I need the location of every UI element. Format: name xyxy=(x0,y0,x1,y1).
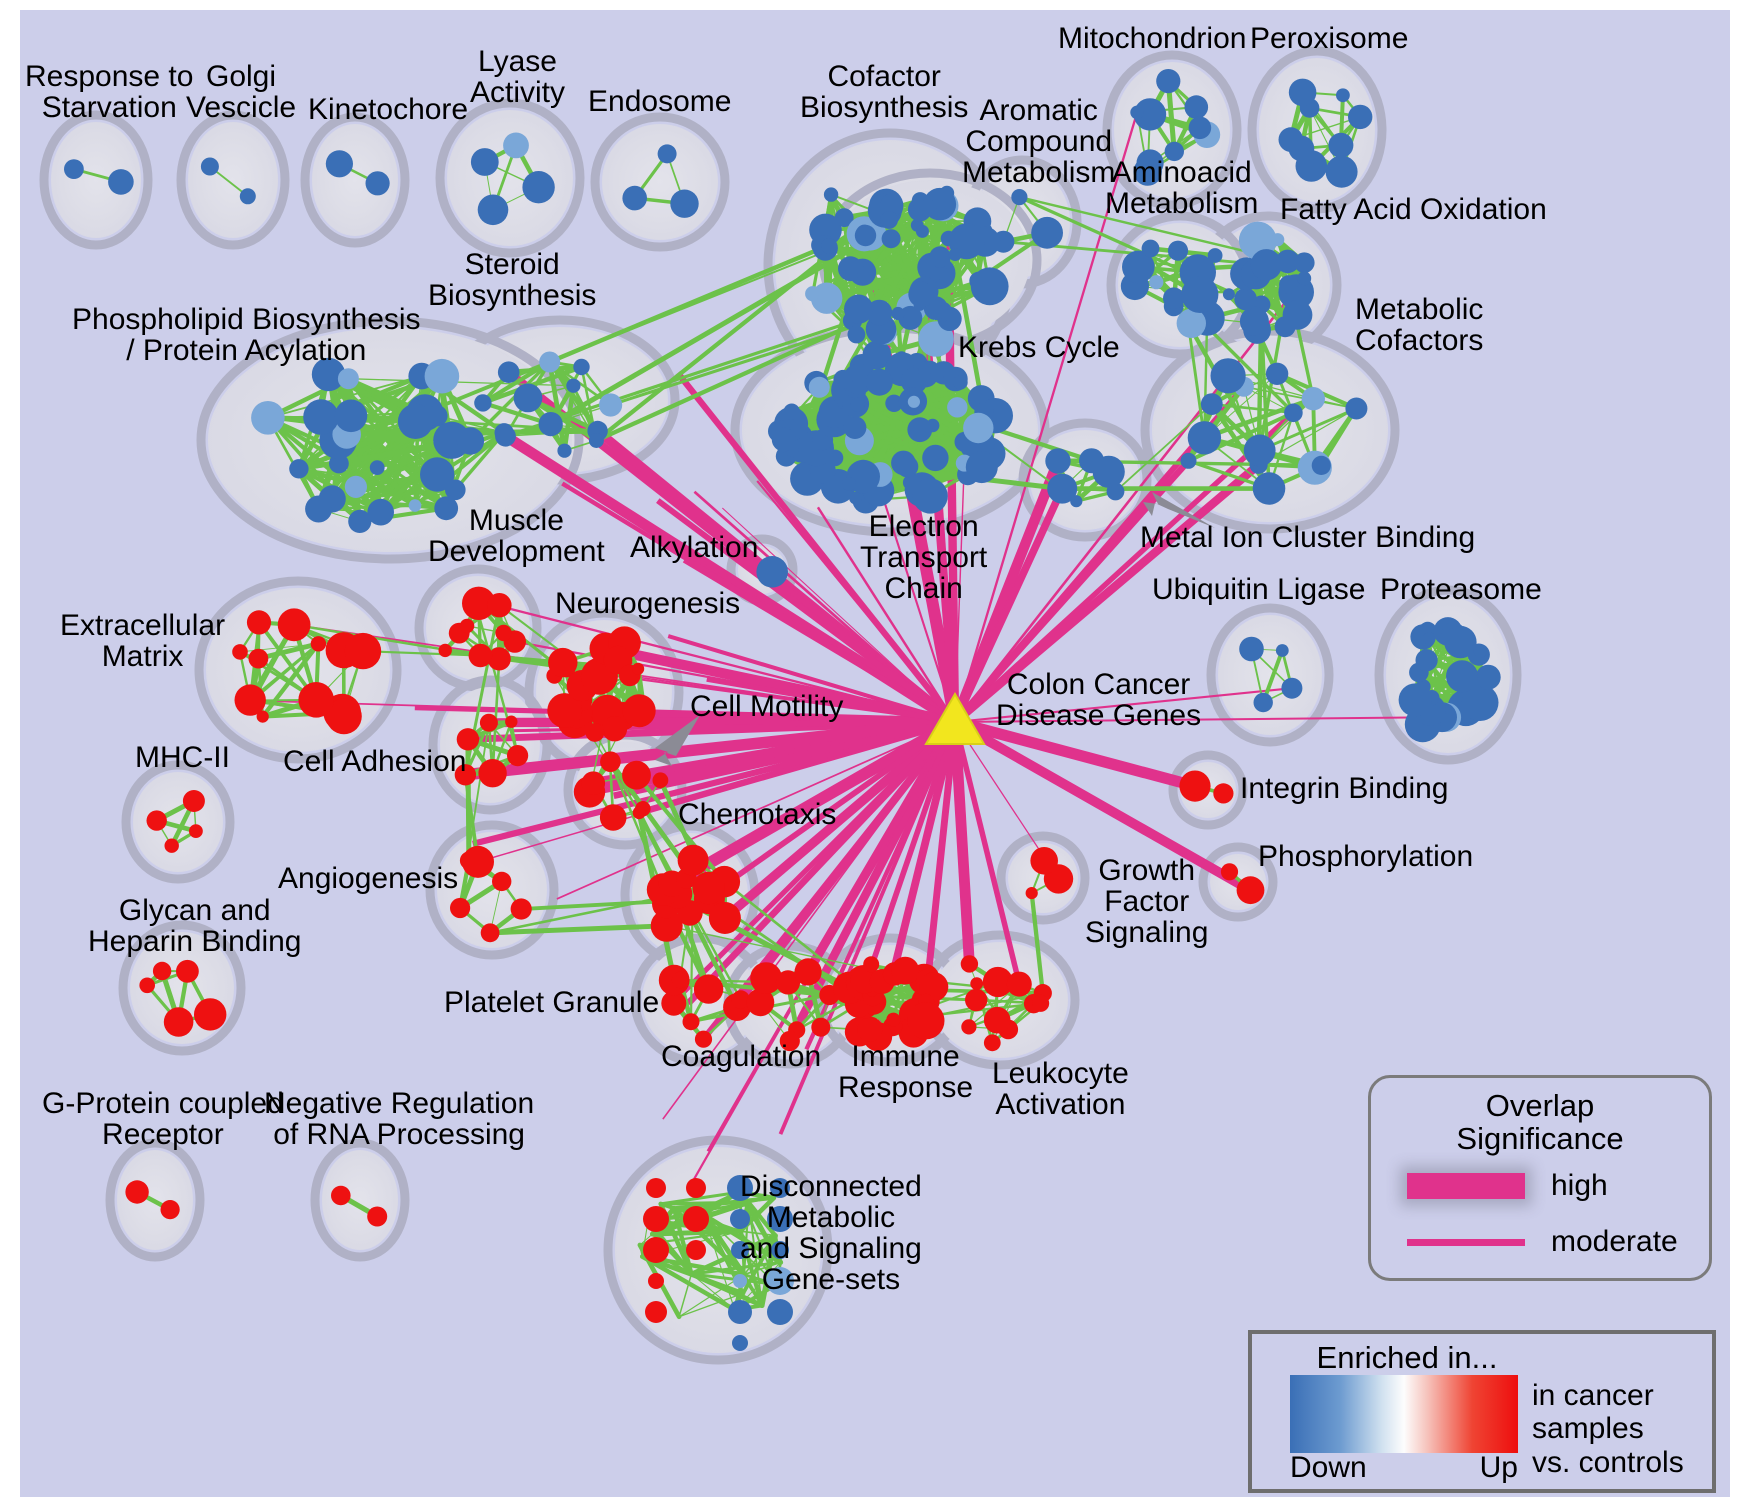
cluster-label-peroxisome: Peroxisome xyxy=(1250,22,1409,55)
cluster-label-kinetochore: Kinetochore xyxy=(308,93,469,126)
cluster-label-platelet-granule: Platelet Granule xyxy=(444,986,660,1019)
cluster-label-response-to-starvation: Response to Starvation xyxy=(25,60,194,124)
cluster-label-chemotaxis: Chemotaxis xyxy=(678,798,837,831)
hub-edges xyxy=(252,112,1443,1181)
cluster-label-neurogenesis: Neurogenesis xyxy=(555,587,741,620)
cluster-label-angiogenesis: Angiogenesis xyxy=(278,862,459,895)
cluster-label-cofactor-biosynthesis: Cofactor Biosynthesis xyxy=(800,60,969,124)
cluster-label-disconnected-genesets: Disconnected Metabolic and Signaling Gen… xyxy=(740,1170,922,1296)
disease-gene-hub xyxy=(924,692,986,745)
cluster-label-metabolic-cofactors: Metabolic Cofactors xyxy=(1355,293,1484,357)
cluster-label-fatty-acid-oxidation: Fatty Acid Oxidation xyxy=(1280,193,1547,226)
cluster-label-endosome: Endosome xyxy=(588,85,732,118)
cluster-label-aminoacid-metabolism: Aminoacid Metabolism xyxy=(1105,156,1259,220)
cluster-label-coagulation: Coagulation xyxy=(661,1040,822,1073)
legend-enrichment: Enriched in... Down Up in cancer samples… xyxy=(1248,1330,1716,1493)
cluster-label-cell-adhesion: Cell Adhesion xyxy=(283,745,467,778)
cluster-label-ubiquitin-ligase: Ubiquitin Ligase xyxy=(1152,573,1366,606)
cluster-label-muscle-development: Muscle Development xyxy=(428,504,605,568)
cluster-label-mitochondrion: Mitochondrion xyxy=(1058,22,1247,55)
cluster-label-immune-response: Immune Response xyxy=(838,1040,974,1104)
scale-low-label: Down xyxy=(1290,1450,1367,1484)
legend-row-high: high xyxy=(1407,1169,1709,1203)
legend-side-text: in cancer samples vs. controls xyxy=(1532,1378,1684,1479)
legend-label-moderate: moderate xyxy=(1551,1225,1678,1259)
cluster-label-lyase-activity: Lyase Activity xyxy=(470,45,566,109)
cluster-label-electron-transport-chain: Electron Transport Chain xyxy=(860,510,988,605)
cluster-label-proteasome: Proteasome xyxy=(1380,573,1542,606)
cluster-label-metal-ion-cluster-binding: Metal Ion Cluster Binding xyxy=(1140,521,1476,554)
cluster-label-aromatic-compound-metabolism: Aromatic Compound Metabolism xyxy=(962,94,1116,189)
cluster-label-krebs-cycle: Krebs Cycle xyxy=(958,331,1120,364)
cluster-label-growth-factor-signaling: Growth Factor Signaling xyxy=(1085,854,1209,949)
cluster-label-steroid-biosynthesis: Steroid Biosynthesis xyxy=(428,248,597,312)
legend-swatch-high xyxy=(1407,1173,1525,1200)
legend-enrichment-title: Enriched in... xyxy=(1316,1340,1498,1375)
cluster-label-leukocyte-activation: Leukocyte Activation xyxy=(992,1057,1129,1121)
annotation-arrows xyxy=(655,492,1215,766)
legend-swatch-moderate xyxy=(1407,1238,1525,1246)
cluster-label-negative-regulation-rna: Negative Regulation of RNA Processing xyxy=(264,1087,535,1151)
cluster-label-colon-cancer-disease-genes: Colon Cancer Disease Genes xyxy=(996,668,1202,732)
cluster-label-extracellular-matrix: Extracellular Matrix xyxy=(60,609,226,673)
cluster-label-integrin-binding: Integrin Binding xyxy=(1240,772,1449,805)
cluster-label-phosphorylation: Phosphorylation xyxy=(1258,840,1474,873)
cluster-label-phospholipid-biosynthesis: Phospholipid Biosynthesis / Protein Acyl… xyxy=(72,303,421,367)
cluster-label-alkylation: Alkylation xyxy=(630,531,759,564)
geneset-nodes xyxy=(64,69,1501,1351)
cluster-label-cell-motility: Cell Motility xyxy=(690,690,844,723)
cluster-label-golgi-vescicle: Golgi Vescicle xyxy=(186,60,297,124)
cluster-label-mhc-ii: MHC-II xyxy=(135,741,230,774)
legend-overlap-significance: Overlap Significance high moderate xyxy=(1368,1075,1712,1281)
cluster-label-glycan-and-heparin-binding: Glycan and Heparin Binding xyxy=(88,894,302,958)
legend-significance-title: Overlap Significance xyxy=(1456,1088,1624,1156)
cluster-label-g-protein-coupled-receptor: G-Protein coupled Receptor xyxy=(42,1087,284,1151)
legend-label-high: high xyxy=(1551,1169,1608,1203)
scale-high-label: Up xyxy=(1479,1450,1518,1484)
enrichment-color-scale xyxy=(1290,1374,1518,1453)
legend-row-moderate: moderate xyxy=(1407,1225,1709,1259)
